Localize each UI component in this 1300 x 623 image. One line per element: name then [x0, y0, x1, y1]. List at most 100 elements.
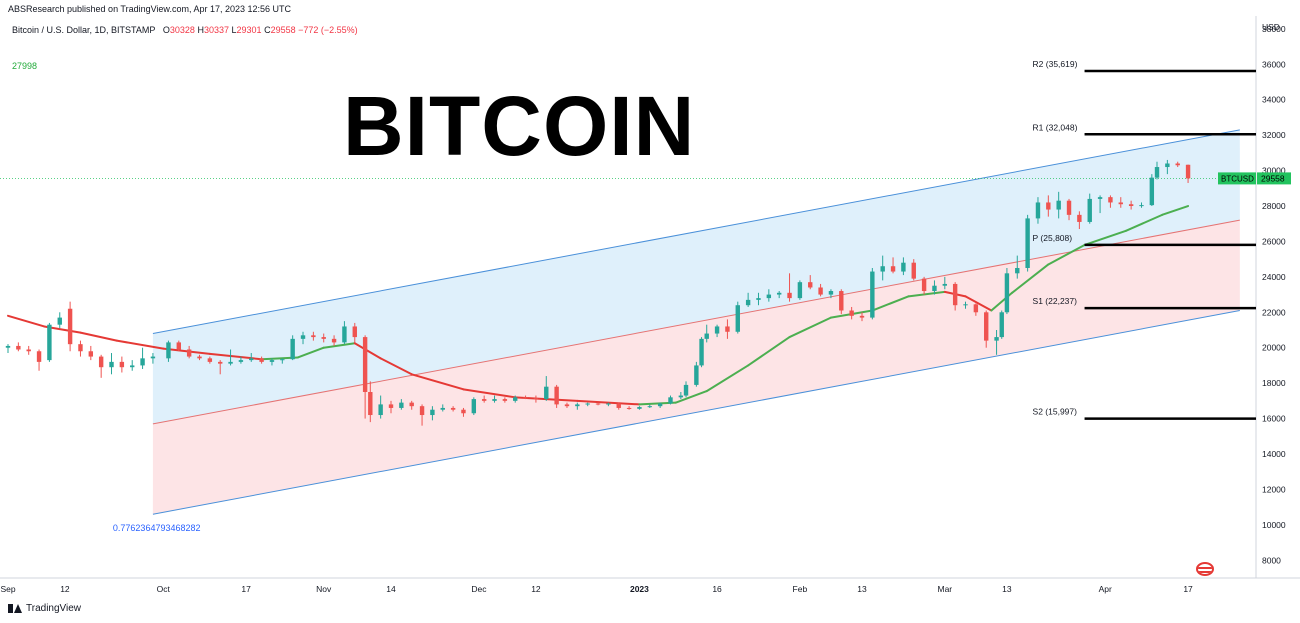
candle	[78, 340, 83, 357]
candle-body	[828, 291, 834, 295]
candle-body	[870, 271, 875, 318]
candle	[1118, 197, 1123, 208]
channel-upper-zone	[152, 129, 1240, 424]
candle-body	[47, 324, 52, 361]
ma-segment	[410, 373, 465, 391]
open-value: 30328	[169, 25, 195, 35]
candle-body	[714, 326, 720, 334]
candle-body	[901, 262, 906, 272]
candle	[502, 397, 508, 403]
candle	[973, 303, 979, 316]
candle	[1139, 202, 1144, 208]
candle-body	[440, 407, 445, 410]
candle-body	[471, 399, 477, 414]
candle	[362, 335, 368, 419]
y-tick-label: 16000	[1262, 414, 1286, 424]
candle	[399, 399, 404, 410]
x-tick-label: Nov	[316, 584, 332, 594]
candle	[300, 331, 306, 345]
candle	[140, 347, 145, 369]
pivot-level-label: S2 (15,997)	[1033, 407, 1078, 417]
x-tick-label: Dec	[471, 584, 487, 594]
symbol-legend[interactable]: Bitcoin / U.S. Dollar, 1D, BITSTAMP O303…	[12, 25, 358, 35]
footer-branding[interactable]: TradingView	[8, 603, 81, 614]
candle-body	[5, 345, 11, 348]
y-tick-label: 26000	[1262, 236, 1286, 246]
candle-body	[1185, 164, 1191, 179]
candle	[450, 406, 456, 412]
candle-body	[575, 404, 580, 407]
symbol-badge-label: BTCUSD	[1221, 174, 1254, 183]
candle	[47, 322, 52, 362]
candle	[657, 402, 663, 408]
x-tick-label: Sep	[0, 584, 15, 594]
candle	[342, 321, 347, 345]
candle	[1066, 198, 1072, 221]
candle	[942, 276, 948, 290]
x-tick-label: 14	[386, 584, 396, 594]
candle-body	[766, 294, 772, 299]
candle	[890, 257, 896, 274]
candle-body	[880, 266, 885, 272]
x-tick-label: 2023	[630, 584, 649, 594]
candle-body	[228, 361, 233, 364]
pivot-level-label: P (25,808)	[1033, 233, 1073, 243]
candle	[1149, 174, 1155, 206]
ma-segment	[1161, 205, 1190, 216]
candle-body	[1118, 202, 1123, 205]
us-flag-icon[interactable]	[1196, 562, 1214, 576]
candle	[544, 376, 549, 401]
candle	[699, 337, 704, 368]
candle	[647, 404, 652, 408]
candle-body	[564, 404, 570, 407]
candle-body	[818, 287, 823, 295]
ma-segment	[462, 388, 517, 399]
candle	[668, 395, 673, 405]
candle-body	[704, 333, 709, 339]
ma-segment	[7, 314, 46, 328]
candle	[564, 402, 570, 408]
candle-body	[321, 337, 326, 339]
ma-segment	[296, 346, 325, 359]
candle-body	[450, 407, 456, 410]
candle-body	[67, 308, 73, 345]
candle	[1165, 159, 1170, 175]
candle-body	[668, 397, 673, 404]
ma-segment	[705, 364, 750, 393]
candle	[119, 356, 125, 373]
candle	[461, 407, 466, 417]
ma-segment	[1011, 263, 1050, 294]
candle	[616, 402, 621, 410]
x-tick-label: 13	[1002, 584, 1012, 594]
y-tick-label: 38000	[1262, 24, 1286, 34]
candle	[585, 402, 590, 407]
candle	[290, 335, 295, 361]
candle-body	[585, 403, 590, 405]
candle	[932, 280, 937, 295]
channel-fib-label: 0.7762364793468282	[113, 523, 201, 533]
candle	[249, 353, 254, 362]
candle-body	[678, 395, 684, 398]
ma-segment	[162, 347, 211, 355]
candle-body	[269, 360, 275, 362]
candle	[849, 306, 854, 320]
channel-upper-line	[152, 129, 1240, 335]
candle	[766, 289, 772, 302]
candle-body	[238, 360, 244, 362]
candle-body	[207, 358, 213, 362]
candle	[269, 358, 275, 366]
low-value: 29301	[236, 25, 262, 35]
candle-body	[756, 298, 761, 300]
ma-segment	[379, 357, 413, 376]
candle	[197, 354, 202, 361]
candle-body	[787, 292, 792, 299]
candle-body	[461, 409, 466, 414]
candle-body	[109, 361, 114, 368]
candle	[1108, 195, 1113, 208]
candle	[311, 331, 316, 341]
candle-body	[150, 356, 156, 359]
last-price-value: 29558	[1261, 173, 1285, 183]
symbol-name: Bitcoin / U.S. Dollar, 1D, BITSTAMP	[12, 25, 156, 35]
candle	[409, 400, 414, 410]
